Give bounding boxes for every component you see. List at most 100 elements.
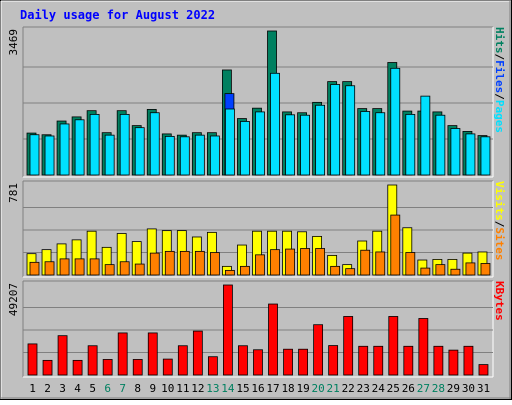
bar-pages-6 [104,134,115,176]
bar-kbytes-21 [328,345,339,376]
legend-entry: Files [493,60,506,93]
series-kbytes [27,284,489,376]
bar-sites-28 [435,264,446,276]
bar-pages-15 [240,121,250,176]
legend-entry: Hits [493,27,506,54]
bar-sites-4 [74,258,85,276]
legend-entry: Visits [493,181,506,221]
bar-kbytes-24 [373,345,384,376]
x-tick-label: 13 [206,382,219,395]
x-tick-label: 28 [432,382,445,395]
bar-kbytes-23 [358,345,369,376]
bar-sites-26 [405,252,416,276]
bar-pages-25 [390,67,401,176]
bar-sites-19 [300,248,310,276]
bar-sites-7 [119,261,130,276]
x-tick-label: 3 [59,382,66,395]
x-tick-label: 11 [176,382,189,395]
bar-pages-3 [59,123,70,176]
bar-sites-29 [450,268,461,276]
x-tick-label: 21 [327,382,340,395]
bar-kbytes-2 [42,359,53,376]
x-tick-label: 9 [149,382,156,395]
bar-kbytes-8 [132,359,143,376]
bar-sites-18 [285,248,295,276]
x-tick-label: 31 [477,382,490,395]
bar-kbytes-31 [478,364,489,376]
bar-sites-10 [164,250,175,276]
bar-sites-14 [225,269,235,276]
bar-kbytes-4 [72,359,83,376]
bar-sites-3 [59,258,70,276]
bar-kbytes-13 [207,356,218,376]
series-pages [29,67,491,176]
bar-sites-30 [465,262,476,276]
bar-pages-1 [29,134,40,176]
x-tick-label: 19 [296,382,309,395]
bar-kbytes-19 [298,348,308,376]
bar-sites-23 [360,249,371,276]
bar-pages-9 [149,112,160,176]
bar-kbytes-25 [388,316,399,376]
bar-pages-8 [134,127,145,176]
bar-kbytes-16 [253,349,263,376]
bar-kbytes-10 [162,358,173,376]
bar-sites-6 [104,264,115,276]
bar-sites-24 [375,251,386,276]
bar-kbytes-26 [403,345,414,376]
legend-entry: / [493,54,506,61]
bar-sites-22 [345,268,356,276]
bar-pages-7 [119,113,130,176]
bar-sites-1 [29,261,40,276]
bar-sites-12 [194,250,205,276]
bar-pages-16 [255,111,265,176]
bar-sites-11 [179,250,190,276]
bar-kbytes-30 [463,345,474,376]
bar-pages-31 [480,136,491,176]
bar-kbytes-14 [223,284,233,376]
x-tick-label: 15 [236,382,249,395]
bar-sites-31 [480,263,491,276]
bar-sites-20 [315,248,326,276]
x-tick-label: 6 [104,382,111,395]
bar-sites-2 [44,261,55,276]
bar-sites-5 [89,258,100,276]
bar-pages-13 [209,135,220,176]
bar-pages-27 [420,95,431,176]
chart-title: Daily usage for August 2022 [20,8,215,22]
x-axis: 1 2 3 4 5 6 7 8 9 10 11 12 13 14 15 16 17 18 19 20 21 22 23 24 2… [29,382,490,395]
bar-kbytes-9 [147,332,158,376]
bar-kbytes-27 [418,318,429,376]
x-tick-label: 10 [161,382,174,395]
x-tick-label: 25 [387,382,400,395]
x-tick-label: 17 [266,382,279,395]
x-tick-label: 14 [221,382,235,395]
bar-sites-21 [330,265,341,276]
x-tick-label: 30 [462,382,475,395]
bar-pages-5 [89,113,100,176]
bar-kbytes-7 [117,332,128,376]
bar-sites-15 [240,265,250,276]
series-sites [29,214,491,276]
bar-pages-22 [345,85,356,176]
panel-legend: Hits/Files/Pages [493,27,506,133]
bar-kbytes-22 [343,316,354,376]
panel-max-label: 781 [7,183,20,203]
bar-kbytes-28 [433,345,444,376]
x-tick-label: 8 [134,382,141,395]
legend-entry: / [493,93,506,100]
bar-pages-28 [435,114,446,176]
bar-pages-18 [285,114,295,176]
x-tick-label: 1 [29,382,36,395]
bar-sites-8 [134,263,145,276]
bar-sites-13 [209,252,220,276]
x-tick-label: 29 [447,382,460,395]
bar-kbytes-3 [57,335,68,376]
x-tick-label: 12 [191,382,204,395]
bar-pages-2 [44,135,55,176]
bar-pages-24 [375,112,386,176]
bar-kbytes-1 [27,343,38,376]
legend-entry: / [493,221,506,228]
